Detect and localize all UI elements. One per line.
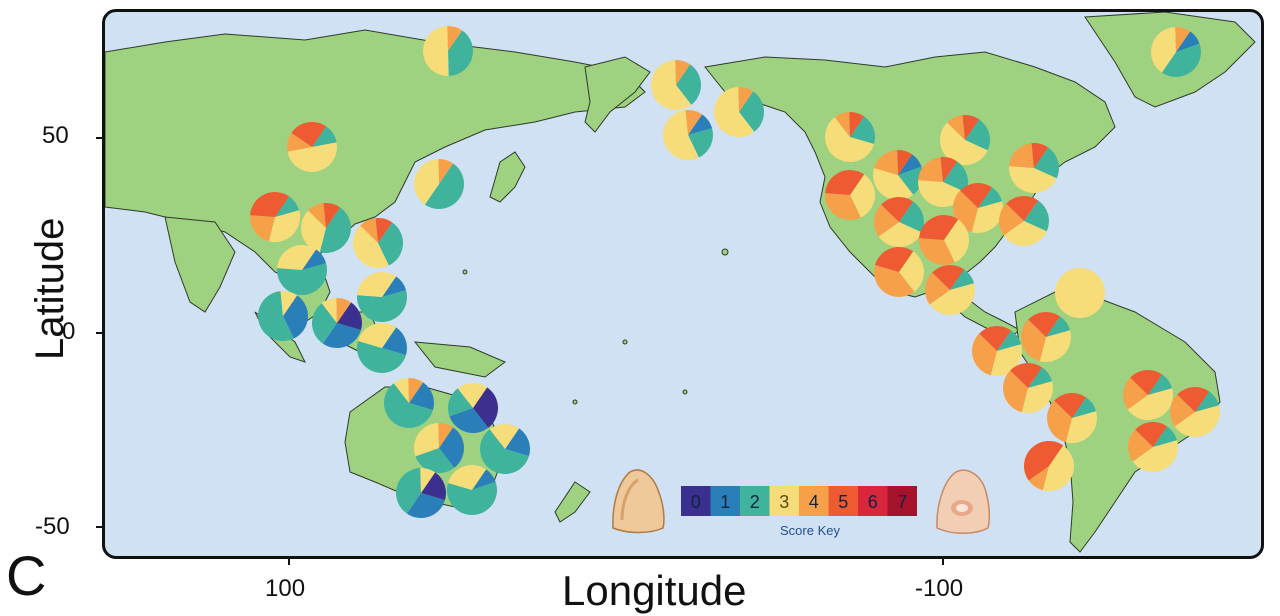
- x-tick-mark: [942, 557, 944, 565]
- greenland-landmass: [1084, 12, 1256, 108]
- y-tick-label-50: 50: [42, 122, 69, 149]
- x-axis-title: Longitude: [562, 567, 747, 614]
- island: [462, 269, 468, 275]
- kamchatka-landmass: [584, 56, 651, 133]
- x-tick-mark: [288, 557, 290, 565]
- india-landmass: [164, 216, 236, 313]
- new-guinea-landmass: [413, 341, 506, 378]
- north-america-landmass: [704, 51, 1116, 298]
- y-tick-label-0: 0: [62, 318, 76, 345]
- south-america-landmass: [1014, 291, 1221, 553]
- x-tick-label-neg100: -100: [915, 575, 964, 602]
- se-asia-landmass: [284, 256, 331, 323]
- island: [622, 339, 628, 345]
- island: [572, 399, 578, 405]
- island: [721, 248, 729, 256]
- map-frame: [102, 9, 1264, 559]
- y-tick-mark: [96, 332, 104, 334]
- sumatra-landmass: [254, 311, 306, 363]
- y-tick-mark: [96, 137, 104, 139]
- australia-landmass: [344, 386, 506, 508]
- panel-letter: C: [6, 544, 47, 607]
- y-tick-mark: [96, 526, 104, 528]
- landmasses: [105, 12, 1256, 553]
- map-canvas: [105, 12, 1256, 553]
- japan-landmass: [489, 151, 526, 203]
- new-zealand-landmass: [554, 481, 591, 523]
- island: [682, 389, 688, 395]
- central-america-landmass: [934, 289, 1021, 338]
- x-tick-label-100: 100: [265, 575, 306, 602]
- y-tick-label-neg50: -50: [35, 513, 70, 540]
- borneo-landmass: [334, 311, 381, 353]
